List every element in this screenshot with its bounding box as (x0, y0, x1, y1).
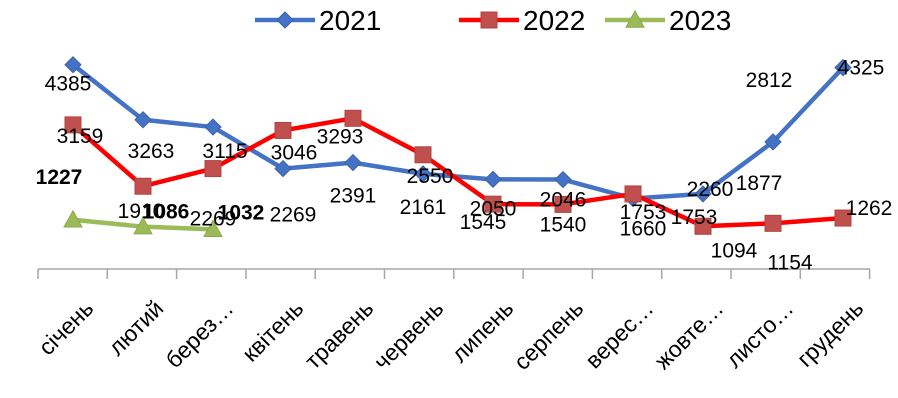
data-label-2023-січень: 1227 (36, 166, 83, 189)
data-label-2022-серпень: 1540 (540, 213, 587, 236)
data-point-2023-берез… (203, 219, 223, 238)
data-labels: 4385 3263 3115 2269 2391 2161 2050 2046 16601753… (36, 57, 893, 275)
x-tick-label: квітень (237, 295, 309, 367)
data-label-2022-липень: 1545 (460, 211, 507, 234)
data-label-2022-травень: 3293 (317, 125, 364, 148)
legend-label-2023: 2023 (669, 5, 731, 36)
data-label-2021-верес…: 1660 (620, 217, 667, 240)
data-point-2022-травень (344, 109, 362, 127)
data-point-2021-травень (344, 153, 362, 172)
data-point-2022-берез… (204, 160, 222, 178)
data-label-2021-січень: 4385 (45, 73, 92, 96)
data-label-2021-червень: 2161 (400, 196, 447, 219)
data-point-2022-листо… (764, 214, 782, 232)
x-tick-label: верес… (580, 295, 658, 373)
series-2022 (64, 109, 852, 235)
data-point-2022-грудень (834, 209, 852, 227)
data-point-2023-січень (63, 209, 83, 228)
x-tick-label: жовте… (649, 295, 728, 374)
x-tick-label: травень (300, 295, 379, 374)
data-point-2021-серпень (554, 170, 572, 189)
series-layer (63, 55, 852, 238)
series-2023 (63, 209, 223, 238)
legend-item-2021: 2021 (255, 5, 381, 36)
legend-label-2021: 2021 (319, 5, 381, 36)
data-label-2022-жовте…: 1094 (711, 239, 758, 262)
data-label-2021-травень: 2391 (330, 185, 377, 208)
data-label-2022-берез…: 2269 (190, 208, 237, 231)
data-label-2021-лютий: 3263 (128, 140, 175, 163)
data-point-2021-берез… (204, 118, 222, 136)
data-label-2021-серпень: 2046 (540, 189, 587, 212)
data-point-2021-жовте… (694, 185, 712, 203)
data-label-2023-лютий: 1086 (143, 201, 190, 224)
data-label-2022-листо…: 1154 (767, 251, 812, 274)
data-point-2021-червень (414, 165, 432, 183)
data-point-2021-листо… (764, 133, 782, 151)
data-point-2022-верес… (624, 185, 642, 203)
legend-marker-2022 (480, 11, 498, 29)
data-label-2021-квітень: 2269 (270, 204, 317, 227)
data-label-2021-жовте…: 1753 (671, 206, 718, 229)
data-label-2021-листо…: 2812 (746, 69, 793, 92)
data-point-2022-серпень (554, 195, 572, 213)
data-label-2021-грудень: 4325 (838, 57, 885, 80)
x-tick-label: грудень (792, 295, 869, 372)
series-line-2021 (71, 62, 845, 201)
data-point-2022-лютий (134, 177, 152, 195)
x-tick-label: червень (368, 295, 448, 375)
data-point-2021-грудень (834, 58, 852, 77)
legend: 2021 2022 2023 (255, 5, 731, 36)
data-point-2022-квітень (274, 121, 292, 139)
data-label-2021-берез…: 3115 (202, 140, 247, 163)
data-point-2023-лютий (133, 216, 153, 235)
data-label-2021-липень: 2050 (470, 197, 517, 220)
series-2021 (64, 55, 852, 208)
data-point-2021-лютий (134, 111, 152, 129)
x-tick-label: січень (33, 295, 98, 360)
x-tick-label: листо… (721, 295, 799, 373)
legend-label-2022: 2022 (523, 5, 585, 36)
data-label-2022-лютий: 1910 (118, 200, 165, 223)
data-label-2022-червень: 2550 (407, 165, 454, 188)
data-label-2022-січень: 3159 (57, 125, 104, 148)
data-label-2023-берез…: 1032 (218, 201, 265, 224)
x-tick-label: берез… (160, 295, 238, 373)
legend-item-2022: 2022 (459, 5, 585, 36)
data-point-2022-січень (64, 116, 82, 134)
x-tick-label: лютий (103, 295, 168, 360)
data-point-2022-жовте… (694, 217, 712, 235)
data-point-2021-січень (64, 55, 82, 74)
data-point-2021-липень (484, 170, 502, 189)
legend-item-2023: 2023 (605, 5, 731, 36)
data-point-2022-червень (414, 146, 432, 164)
series-line-2022 (71, 116, 844, 229)
legend-marker-2021 (276, 11, 294, 29)
data-label-extra: 1877 (736, 172, 783, 195)
x-tick-label: серпень (508, 295, 588, 375)
data-label-2022-верес…: 1753 (620, 201, 667, 224)
data-label-extra: 2260 (687, 178, 734, 201)
data-label-2022-грудень: 1262 (846, 197, 893, 220)
data-point-2022-липень (484, 195, 502, 213)
legend-marker-2023 (625, 9, 645, 28)
data-label-2022-квітень: 3046 (271, 141, 318, 164)
data-point-2021-квітень (274, 159, 292, 178)
